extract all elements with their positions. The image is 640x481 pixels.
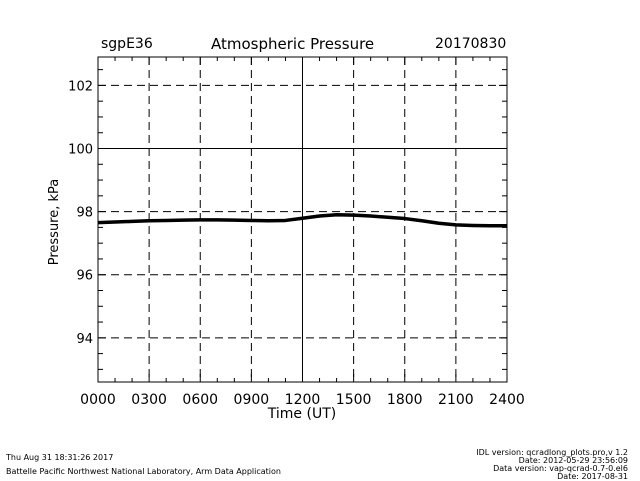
x-tick-label: 0300 xyxy=(131,392,167,408)
x-tick-label: 0000 xyxy=(80,392,116,408)
footer-timestamp: Thu Aug 31 18:31:26 2017 xyxy=(6,453,114,462)
tick-layer: 0000 0300 0600 0900 1200 1500 1800 2100 2400 94 96… xyxy=(68,57,525,408)
chart-date: 20170830 xyxy=(435,36,507,52)
footer-data-version: Data version: vap-qcrad-0.7-0.el6 xyxy=(493,464,628,473)
x-tick-label: 1500 xyxy=(336,392,372,408)
x-tick-label: 0900 xyxy=(234,392,270,408)
footer-institution: Battelle Pacific Northwest National Labo… xyxy=(6,467,281,476)
pressure-series-line xyxy=(97,213,507,228)
y-tick-label: 102 xyxy=(68,79,93,94)
x-axis-label: Time (UT) xyxy=(267,406,336,422)
x-tick-label: 1800 xyxy=(387,392,423,408)
y-tick-label: 98 xyxy=(76,206,93,221)
x-tick-label: 2400 xyxy=(489,392,525,408)
y-axis-label: Pressure, kPa xyxy=(47,179,62,266)
x-tick-label: 0600 xyxy=(182,392,218,408)
y-tick-label: 96 xyxy=(76,269,93,284)
chart-title: Atmospheric Pressure xyxy=(211,35,375,53)
y-tick-label: 100 xyxy=(68,143,93,158)
footer-idl-date: Date: 2012-05-29 23:56:09 xyxy=(518,456,628,465)
site-label: sgpE36 xyxy=(101,36,153,52)
footer-data-date: Date: 2017-08-31 xyxy=(557,472,628,481)
x-tick-label: 2100 xyxy=(438,392,474,408)
footer-idl-version: IDL version: qcradlong_plots.pro,v 1.2 xyxy=(476,448,628,457)
series-layer xyxy=(97,213,507,228)
y-tick-label: 94 xyxy=(76,332,93,347)
x-tick-label: 1200 xyxy=(285,392,321,408)
